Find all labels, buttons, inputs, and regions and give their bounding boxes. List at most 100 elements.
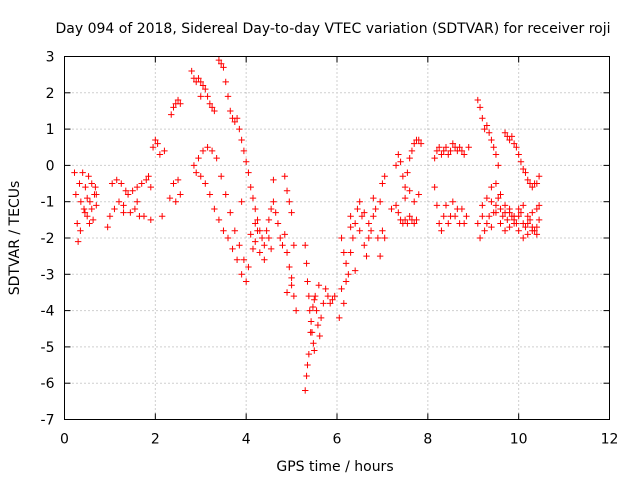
- data-point: [236, 242, 243, 249]
- data-point: [404, 220, 411, 227]
- data-point: [529, 183, 536, 191]
- data-point: [305, 350, 313, 358]
- data-point: [316, 332, 323, 340]
- data-point: [411, 140, 418, 147]
- data-point: [513, 144, 520, 151]
- data-point: [520, 165, 527, 173]
- data-point: [286, 263, 293, 271]
- data-point: [535, 202, 543, 209]
- data-point: [143, 176, 150, 184]
- y-tick-label: 2: [46, 86, 55, 102]
- data-point: [338, 285, 345, 293]
- data-point: [304, 278, 311, 285]
- data-point: [154, 140, 161, 147]
- data-point: [86, 220, 93, 227]
- data-point: [138, 180, 145, 187]
- data-point: [404, 169, 411, 176]
- data-point: [374, 234, 382, 242]
- data-point: [247, 183, 254, 191]
- data-point: [311, 296, 318, 303]
- data-point: [515, 205, 522, 213]
- data-point: [458, 205, 466, 213]
- data-point: [526, 216, 534, 224]
- data-point: [388, 205, 395, 213]
- data-point: [395, 209, 402, 216]
- data-point: [288, 281, 295, 289]
- data-point: [245, 263, 252, 271]
- data-point: [517, 209, 525, 216]
- y-tick-labels: 3 2 1 0 -1 -2 -3 -4 -5 -6 -7: [41, 50, 55, 429]
- data-point: [240, 147, 248, 155]
- data-point: [303, 372, 310, 380]
- data-point: [365, 220, 372, 227]
- data-point: [220, 227, 227, 234]
- data-point: [168, 111, 175, 118]
- data-point: [122, 187, 130, 195]
- data-point: [170, 104, 177, 111]
- data-point: [199, 147, 207, 155]
- data-point: [395, 151, 402, 158]
- data-point: [231, 227, 239, 234]
- data-point: [129, 187, 136, 195]
- data-point: [85, 173, 92, 180]
- data-point: [115, 198, 123, 205]
- data-point: [413, 216, 420, 224]
- data-point: [449, 198, 457, 205]
- x-tick-label: 12: [601, 432, 619, 448]
- data-point: [490, 144, 497, 151]
- data-point: [236, 125, 243, 133]
- data-point: [497, 220, 504, 227]
- data-point: [417, 140, 425, 147]
- y-tick-label: 0: [46, 158, 55, 174]
- data-point: [520, 202, 527, 209]
- data-point: [152, 136, 159, 144]
- data-point: [336, 314, 343, 322]
- data-point: [485, 213, 493, 220]
- data-point: [415, 136, 422, 144]
- data-point: [283, 289, 291, 296]
- data-point: [524, 220, 531, 227]
- data-point: [238, 136, 245, 144]
- data-point: [351, 267, 359, 274]
- data-point: [303, 260, 310, 267]
- data-point: [288, 209, 295, 216]
- data-point: [354, 205, 361, 213]
- data-point: [315, 281, 323, 289]
- data-point: [306, 307, 313, 314]
- data-point: [252, 220, 259, 227]
- data-point: [242, 158, 250, 165]
- data-point: [392, 162, 400, 169]
- data-point: [381, 173, 388, 180]
- data-point: [197, 78, 204, 86]
- data-point: [147, 216, 154, 224]
- data-point: [529, 227, 536, 234]
- data-point: [433, 147, 441, 155]
- data-point: [485, 129, 493, 136]
- data-point: [290, 242, 298, 249]
- data-point: [310, 340, 317, 347]
- data-point: [227, 209, 234, 216]
- data-point: [342, 260, 350, 267]
- data-point: [501, 129, 509, 136]
- data-point: [381, 234, 388, 242]
- data-point: [342, 278, 350, 285]
- data-point: [174, 176, 182, 184]
- data-point: [440, 147, 447, 155]
- data-point: [302, 387, 309, 394]
- x-tick-labels: 0 2 4 6 8 10 12: [60, 432, 618, 448]
- data-point: [340, 300, 348, 307]
- x-tick-label: 6: [333, 432, 342, 448]
- data-point: [495, 194, 502, 202]
- data-point: [460, 151, 468, 158]
- data-point: [174, 96, 182, 104]
- data-point: [460, 220, 468, 227]
- data-point: [261, 256, 268, 263]
- data-point: [367, 227, 375, 234]
- data-point: [347, 249, 354, 256]
- data-point: [177, 191, 184, 198]
- data-point: [220, 64, 227, 71]
- data-point: [106, 213, 114, 220]
- data-point: [415, 191, 422, 198]
- y-tick-label: 1: [46, 122, 55, 138]
- x-tick-label: 0: [60, 432, 69, 448]
